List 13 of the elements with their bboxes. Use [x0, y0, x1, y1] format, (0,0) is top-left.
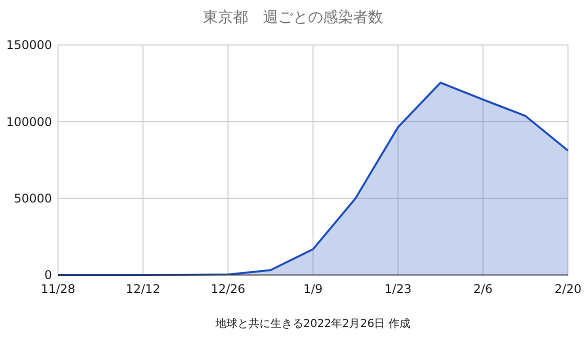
- y-tick-label: 50000: [14, 192, 52, 206]
- y-tick-label: 150000: [6, 38, 52, 52]
- x-tick-label: 12/12: [126, 282, 160, 296]
- x-tick-label: 1/23: [384, 282, 412, 296]
- x-tick-label: 12/26: [210, 282, 246, 296]
- y-tick-label: 0: [44, 268, 52, 282]
- x-tick-label: 2/6: [473, 282, 493, 296]
- x-tick-label: 1/9: [303, 282, 323, 296]
- x-tick-label: 2/20: [554, 282, 582, 296]
- y-tick-label: 100000: [6, 114, 52, 129]
- x-tick-label: 11/28: [40, 282, 76, 296]
- chart-title: 東京都 週ごとの感染者数: [203, 8, 383, 26]
- text: 地球と共に生きる2022年2月26日 作成: [214, 317, 411, 330]
